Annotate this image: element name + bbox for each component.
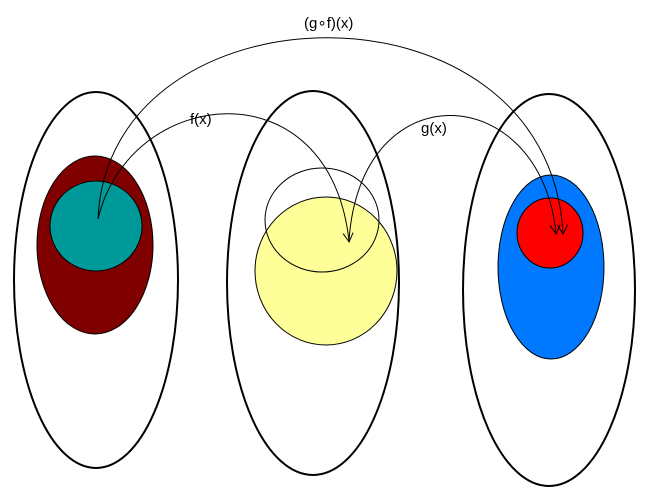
set-z — [462, 93, 636, 487]
set-x-outline — [13, 91, 179, 469]
arrow-g — [348, 115, 561, 242]
set-x — [13, 91, 179, 469]
set-y-outline — [226, 90, 400, 476]
set-y-image-region — [254, 196, 398, 346]
set-y-subset-outline — [264, 167, 380, 273]
set-y — [226, 90, 400, 476]
label-f: f(x) — [190, 111, 212, 128]
set-x-subset — [49, 180, 143, 272]
set-z-subset — [516, 197, 584, 269]
label-composition: (g∘f)(x) — [304, 15, 353, 32]
label-g: g(x) — [421, 120, 447, 137]
set-z-outline — [462, 93, 636, 487]
arrow-f — [97, 113, 354, 244]
arrow-composition — [97, 37, 568, 236]
